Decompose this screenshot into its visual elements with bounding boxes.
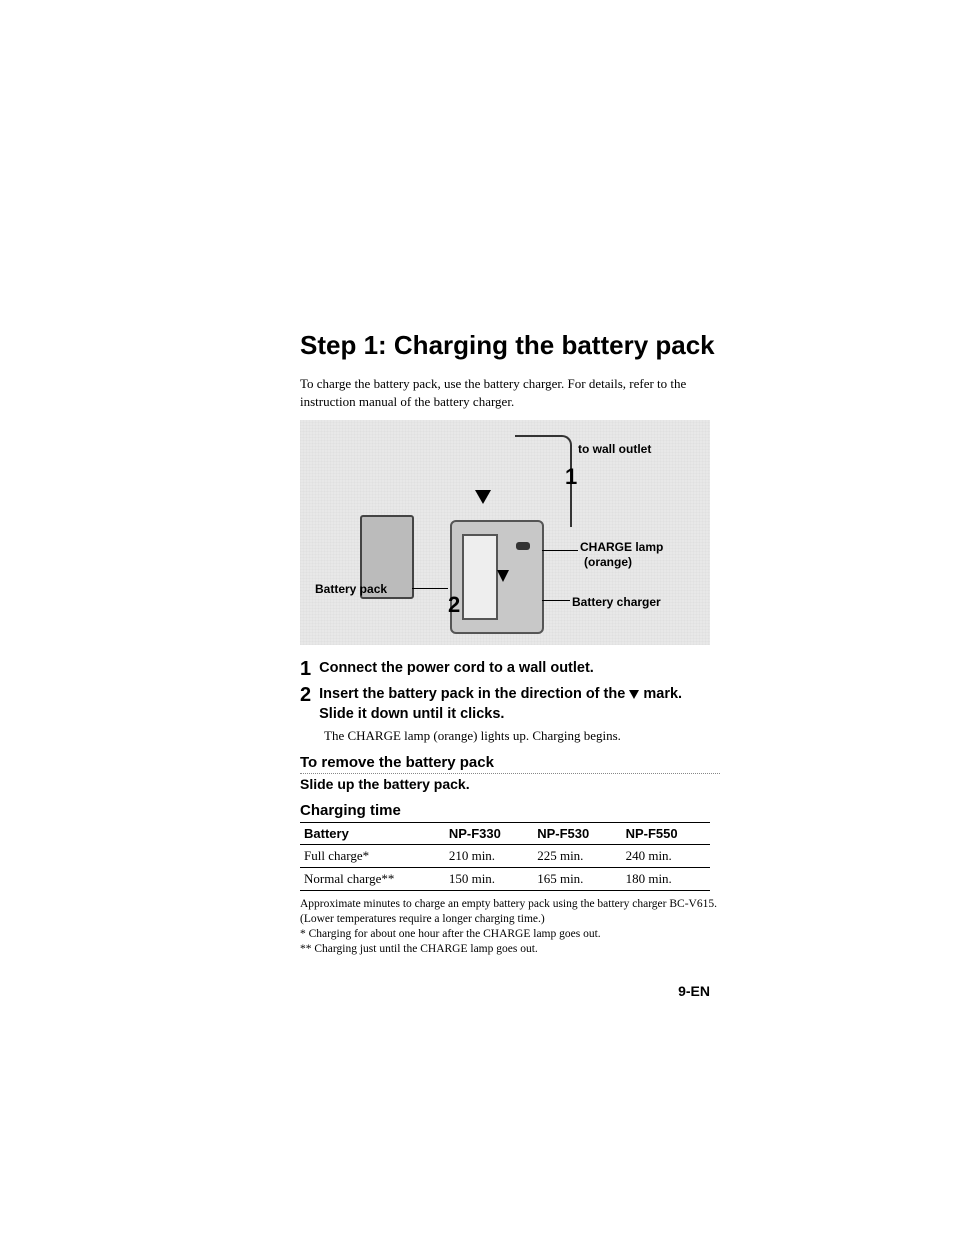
diagram-step-number-2: 2	[448, 592, 460, 618]
table-header: NP-F530	[533, 823, 621, 845]
table-cell: 150 min.	[445, 868, 533, 891]
table-cell: 210 min.	[445, 845, 533, 868]
step-2-detail: The CHARGE lamp (orange) lights up. Char…	[324, 728, 720, 744]
footnote-star1: * Charging for about one hour after the …	[300, 927, 720, 942]
arrow-down-icon	[475, 490, 491, 504]
charging-time-table: Battery NP-F330 NP-F530 NP-F550 Full cha…	[300, 822, 710, 891]
footnote-main: Approximate minutes to charge an empty b…	[300, 897, 720, 927]
triangle-down-icon	[629, 690, 639, 699]
table-cell: 180 min.	[622, 868, 710, 891]
step-number: 1	[300, 659, 311, 679]
manual-page: Step 1: Charging the battery pack To cha…	[300, 330, 720, 999]
footnote-star2: ** Charging just until the CHARGE lamp g…	[300, 942, 720, 957]
step-2: 2 Insert the battery pack in the directi…	[300, 685, 720, 724]
remove-battery-instruction: Slide up the battery pack.	[300, 776, 720, 792]
table-cell: 225 min.	[533, 845, 621, 868]
step-number: 2	[300, 685, 311, 705]
diagram-label-battery-pack: Battery pack	[315, 582, 387, 596]
page-number: 9-EN	[300, 983, 710, 999]
charger-diagram: to wall outlet 1 2 CHARGE lamp (orange) …	[300, 420, 710, 645]
table-header-row: Battery NP-F330 NP-F530 NP-F550	[300, 823, 710, 845]
arrow-down-icon	[497, 570, 509, 582]
step-text: Connect the power cord to a wall outlet.	[319, 659, 594, 679]
intro-paragraph: To charge the battery pack, use the batt…	[300, 375, 720, 410]
diagram-label-wall-outlet: to wall outlet	[578, 442, 651, 456]
charging-time-heading: Charging time	[300, 802, 720, 819]
table-header: Battery	[300, 823, 445, 845]
table-row: Normal charge** 150 min. 165 min. 180 mi…	[300, 868, 710, 891]
table-cell: Normal charge**	[300, 868, 445, 891]
diagram-step-number-1: 1	[565, 464, 577, 490]
table-cell: 240 min.	[622, 845, 710, 868]
step-text: Insert the battery pack in the direction…	[319, 685, 720, 724]
footnotes: Approximate minutes to charge an empty b…	[300, 897, 720, 957]
diagram-label-charge-lamp: CHARGE lamp	[580, 540, 663, 554]
table-cell: 165 min.	[533, 868, 621, 891]
power-cord-illustration	[515, 435, 572, 527]
remove-battery-heading: To remove the battery pack	[300, 754, 720, 774]
diagram-label-orange: (orange)	[584, 555, 632, 569]
charge-lamp-icon	[516, 542, 530, 550]
table-header: NP-F330	[445, 823, 533, 845]
table-row: Full charge* 210 min. 225 min. 240 min.	[300, 845, 710, 868]
table-header: NP-F550	[622, 823, 710, 845]
step-1: 1 Connect the power cord to a wall outle…	[300, 659, 720, 679]
page-title: Step 1: Charging the battery pack	[300, 330, 720, 361]
diagram-label-battery-charger: Battery charger	[572, 595, 661, 609]
table-cell: Full charge*	[300, 845, 445, 868]
